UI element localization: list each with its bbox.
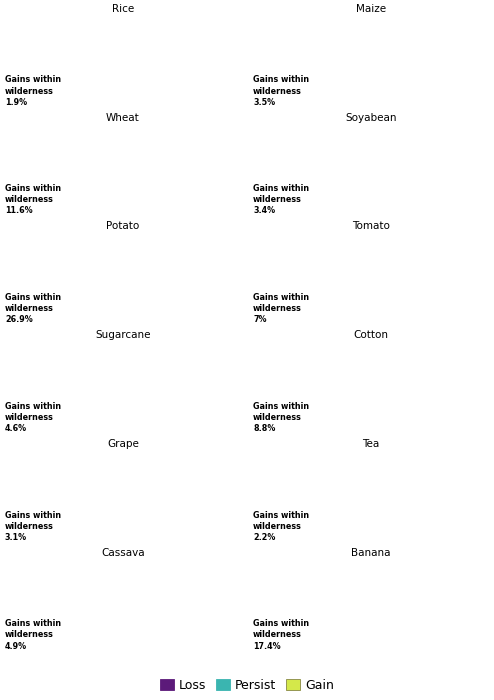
- Title: Banana: Banana: [351, 547, 391, 558]
- Title: Maize: Maize: [356, 4, 386, 14]
- Title: Soyabean: Soyabean: [345, 113, 397, 122]
- Title: Wheat: Wheat: [106, 113, 140, 122]
- Title: Cassava: Cassava: [101, 547, 145, 558]
- Title: Tomato: Tomato: [352, 221, 390, 232]
- Text: Gains within
wilderness
1.9%: Gains within wilderness 1.9%: [5, 76, 61, 106]
- Text: Gains within
wilderness
2.2%: Gains within wilderness 2.2%: [253, 510, 309, 542]
- Text: Gains within
wilderness
3.4%: Gains within wilderness 3.4%: [253, 184, 309, 216]
- Title: Tea: Tea: [363, 439, 380, 449]
- Text: Gains within
wilderness
4.9%: Gains within wilderness 4.9%: [5, 620, 61, 650]
- Text: Gains within
wilderness
26.9%: Gains within wilderness 26.9%: [5, 293, 61, 324]
- Title: Sugarcane: Sugarcane: [95, 330, 151, 340]
- Text: Gains within
wilderness
17.4%: Gains within wilderness 17.4%: [253, 620, 309, 650]
- Legend: Loss, Persist, Gain: Loss, Persist, Gain: [160, 679, 334, 692]
- Text: Gains within
wilderness
3.1%: Gains within wilderness 3.1%: [5, 510, 61, 542]
- Text: Gains within
wilderness
8.8%: Gains within wilderness 8.8%: [253, 402, 309, 433]
- Title: Cotton: Cotton: [354, 330, 389, 340]
- Title: Rice: Rice: [112, 4, 134, 14]
- Text: Gains within
wilderness
4.6%: Gains within wilderness 4.6%: [5, 402, 61, 433]
- Text: Gains within
wilderness
11.6%: Gains within wilderness 11.6%: [5, 184, 61, 216]
- Title: Grape: Grape: [107, 439, 139, 449]
- Text: Gains within
wilderness
7%: Gains within wilderness 7%: [253, 293, 309, 324]
- Title: Potato: Potato: [106, 221, 139, 232]
- Text: Gains within
wilderness
3.5%: Gains within wilderness 3.5%: [253, 76, 309, 106]
